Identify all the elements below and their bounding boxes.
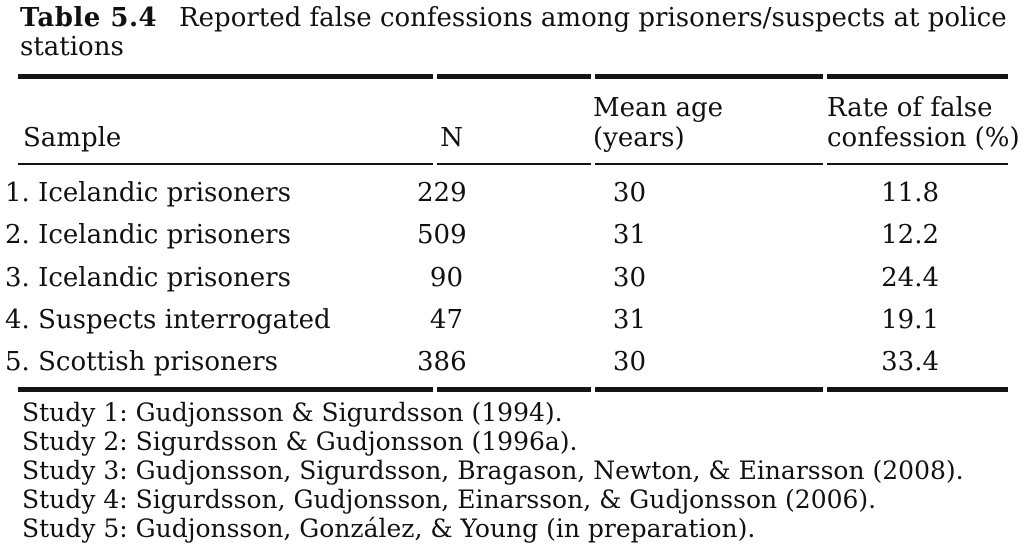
cell-rate: 12.2 [881, 220, 939, 251]
column-header-mean-age-line2: (years) [593, 123, 685, 153]
cell-n: 509 [417, 220, 467, 251]
column-header-mean-age: Mean age (years) [593, 93, 825, 153]
table-row: 3. Icelandic prisoners 90 30 24.4 [0, 257, 1023, 299]
cell-rate: 33.4 [881, 347, 939, 378]
cell-mean-age: 30 [612, 178, 646, 208]
table-row: 5. Scottish prisoners 386 30 33.4 [0, 341, 1023, 383]
rule-segment [595, 163, 823, 165]
cell-n: 90 [429, 262, 463, 293]
table-header-rule [18, 163, 1008, 165]
column-header-mean-age-line1: Mean age [593, 93, 724, 123]
caption-text-line1: Reported false confessions among prisone… [179, 3, 1007, 33]
cell-sample: 1. Icelandic prisoners [5, 178, 291, 208]
cell-n: 229 [417, 178, 467, 208]
table-top-rule [18, 74, 1008, 79]
rule-segment [827, 74, 1008, 79]
footnote-study-4: Study 4: Sigurdsson, Gudjonsson, Einarss… [22, 485, 877, 515]
column-header-sample: Sample [23, 123, 122, 153]
table-number: Table 5.4 [20, 3, 158, 33]
column-header-rate: Rate of false confession (%) [825, 93, 1020, 153]
rule-segment [827, 163, 1008, 165]
cell-n: 47 [429, 304, 463, 335]
rule-segment [18, 74, 433, 79]
table-caption: Table 5.4 Reported false confessions amon… [20, 4, 1023, 62]
rule-segment [437, 74, 591, 79]
cell-rate: 11.8 [881, 178, 939, 208]
cell-sample: 4. Suspects interrogated [5, 304, 331, 335]
rule-segment [18, 387, 433, 393]
cell-sample: 2. Icelandic prisoners [5, 220, 291, 251]
cell-n: 386 [417, 347, 467, 378]
footnote-study-1: Study 1: Gudjonsson & Sigurdsson (1994). [22, 398, 563, 428]
table-row: 2. Icelandic prisoners 509 31 12.2 [0, 214, 1023, 256]
cell-mean-age: 30 [612, 347, 646, 378]
cell-sample: 5. Scottish prisoners [5, 347, 278, 378]
column-header-rate-line1: Rate of false [827, 93, 993, 123]
caption-text-line2: stations [20, 32, 124, 62]
table-header-row: Sample N Mean age (years) Rate of false … [18, 79, 1020, 163]
footnote-study-5: Study 5: Gudjonsson, González, & Young (… [22, 514, 756, 544]
cell-mean-age: 31 [612, 304, 646, 335]
table-row: 1. Icelandic prisoners 229 30 11.8 [0, 172, 1023, 214]
rule-segment [595, 74, 823, 79]
cell-rate: 24.4 [881, 262, 939, 293]
rule-segment [595, 387, 823, 393]
rule-segment [18, 163, 433, 165]
table-row: 4. Suspects interrogated 47 31 19.1 [0, 299, 1023, 341]
cell-sample: 3. Icelandic prisoners [5, 262, 291, 293]
column-header-n: N [440, 123, 463, 153]
rule-segment [437, 387, 591, 393]
table-footnotes: Study 1: Gudjonsson & Sigurdsson (1994).… [22, 398, 1023, 543]
cell-mean-age: 30 [612, 262, 646, 293]
cell-rate: 19.1 [881, 304, 939, 335]
table-bottom-rule [18, 387, 1008, 393]
column-header-rate-line2: confession (%) [827, 123, 1020, 153]
footnote-study-3: Study 3: Gudjonsson, Sigurdsson, Bragaso… [22, 456, 964, 486]
cell-mean-age: 31 [612, 220, 646, 251]
rule-segment [437, 163, 591, 165]
rule-segment [827, 387, 1008, 393]
footnote-study-2: Study 2: Sigurdsson & Gudjonsson (1996a)… [22, 427, 578, 457]
table-body: 1. Icelandic prisoners 229 30 11.8 2. Ic… [0, 165, 1023, 383]
